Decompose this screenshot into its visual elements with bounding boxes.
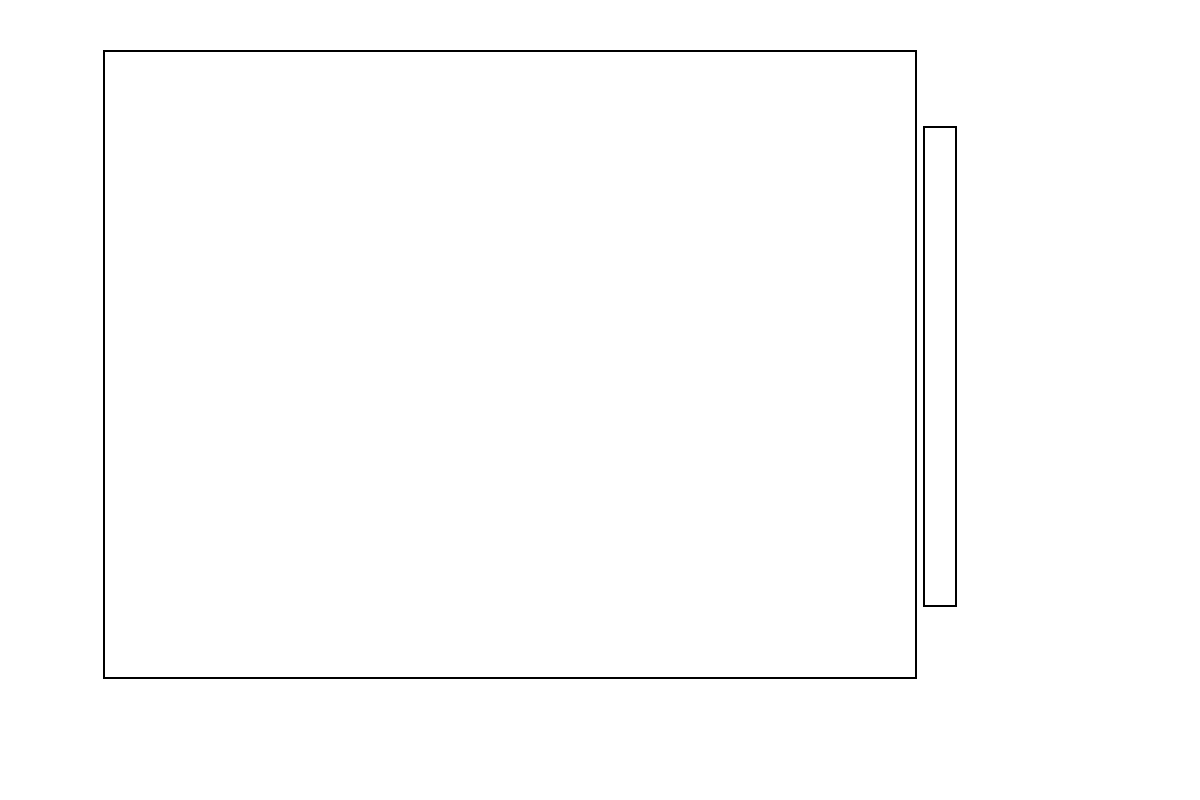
colorbar-gradient-canvas [925,128,955,605]
heatmap-canvas [105,52,915,677]
plot-area [103,50,917,679]
colorbar [923,126,957,607]
